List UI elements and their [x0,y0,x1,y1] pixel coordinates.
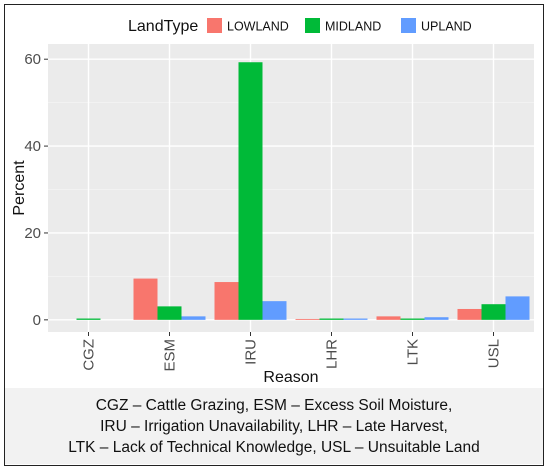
legend-title: LandType [128,18,198,35]
x-axis-ticks: CGZ ESM IRU LHR LTK USL [81,332,503,372]
caption-box: CGZ – Cattle Grazing, ESM – Excess Soil … [5,388,543,464]
bar-upland-usl [505,296,530,320]
bar-upland-esm [181,316,206,320]
y-axis-ticks: 0 20 40 60 [24,51,48,329]
legend-label: LOWLAND [227,20,289,34]
bar-lowland-lhr [295,318,320,320]
x-tick-label: CGZ [81,339,98,371]
legend: LandType LOWLAND MIDLAND UPLAND [128,18,472,35]
y-tick-label: 20 [24,225,41,242]
bar-lowland-usl [457,308,482,320]
bar-midland-usl [481,304,506,320]
legend-key-upland [401,18,416,33]
bar-upland-ltk [424,317,449,320]
bar-midland-esm [157,306,182,320]
bar-upland-lhr [343,318,368,320]
plot-panel [48,44,534,332]
legend-label: MIDLAND [325,20,381,34]
caption-line: IRU – Irrigation Unavailability, LHR – L… [100,417,448,435]
x-tick-label: USL [486,339,503,368]
caption-line: CGZ – Cattle Grazing, ESM – Excess Soil … [95,396,453,414]
bar-midland-lhr [319,318,344,320]
bar-midland-cgz [76,318,101,320]
bar-lowland-iru [214,282,239,320]
bar-midland-iru [238,62,263,320]
legend-key-midland [305,18,320,33]
x-tick-label: ESM [162,339,179,372]
caption-line: LTK – Lack of Technical Knowledge, USL –… [68,438,480,456]
y-axis-label: Percent [11,160,28,216]
bar-lowland-ltk [376,316,401,320]
legend-label: UPLAND [421,20,472,34]
x-tick-label: LTK [405,339,422,365]
x-tick-label: IRU [243,339,260,365]
x-axis-label: Reason [263,369,318,386]
legend-key-lowland [207,18,222,33]
y-tick-label: 40 [24,138,41,155]
bar-upland-iru [262,301,287,320]
bar-lowland-esm [133,278,158,320]
x-tick-label: LHR [324,339,341,369]
y-tick-label: 0 [33,312,41,329]
bars [76,62,530,320]
bar-midland-ltk [400,318,425,320]
y-tick-label: 60 [24,51,41,68]
